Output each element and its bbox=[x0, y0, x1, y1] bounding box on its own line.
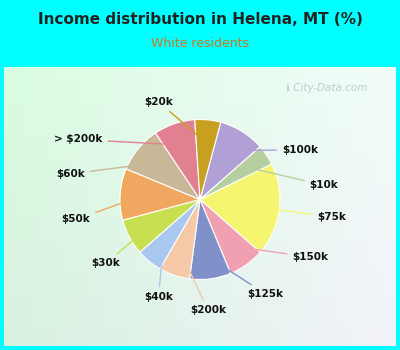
Wedge shape bbox=[200, 147, 272, 200]
Text: $60k: $60k bbox=[56, 163, 153, 179]
Wedge shape bbox=[195, 119, 221, 200]
Wedge shape bbox=[140, 199, 200, 269]
Text: Income distribution in Helena, MT (%): Income distribution in Helena, MT (%) bbox=[38, 12, 362, 27]
Text: $30k: $30k bbox=[91, 229, 147, 268]
Text: $10k: $10k bbox=[251, 168, 338, 190]
Text: $40k: $40k bbox=[144, 247, 173, 302]
Text: ℹ City-Data.com: ℹ City-Data.com bbox=[286, 83, 368, 93]
Wedge shape bbox=[160, 199, 200, 279]
Text: $20k: $20k bbox=[144, 97, 204, 140]
Wedge shape bbox=[123, 199, 200, 252]
Wedge shape bbox=[120, 169, 200, 220]
Wedge shape bbox=[156, 120, 200, 199]
Wedge shape bbox=[126, 133, 200, 200]
Text: $100k: $100k bbox=[233, 145, 318, 155]
Wedge shape bbox=[200, 164, 280, 252]
Text: $150k: $150k bbox=[236, 247, 328, 262]
Text: $125k: $125k bbox=[210, 258, 284, 299]
Wedge shape bbox=[200, 199, 260, 273]
Text: $50k: $50k bbox=[62, 197, 140, 224]
Text: White residents: White residents bbox=[151, 37, 249, 50]
Text: > $200k: > $200k bbox=[54, 134, 179, 145]
Text: $75k: $75k bbox=[260, 208, 346, 222]
Wedge shape bbox=[200, 122, 260, 200]
Wedge shape bbox=[190, 199, 231, 280]
Text: $200k: $200k bbox=[183, 257, 226, 315]
